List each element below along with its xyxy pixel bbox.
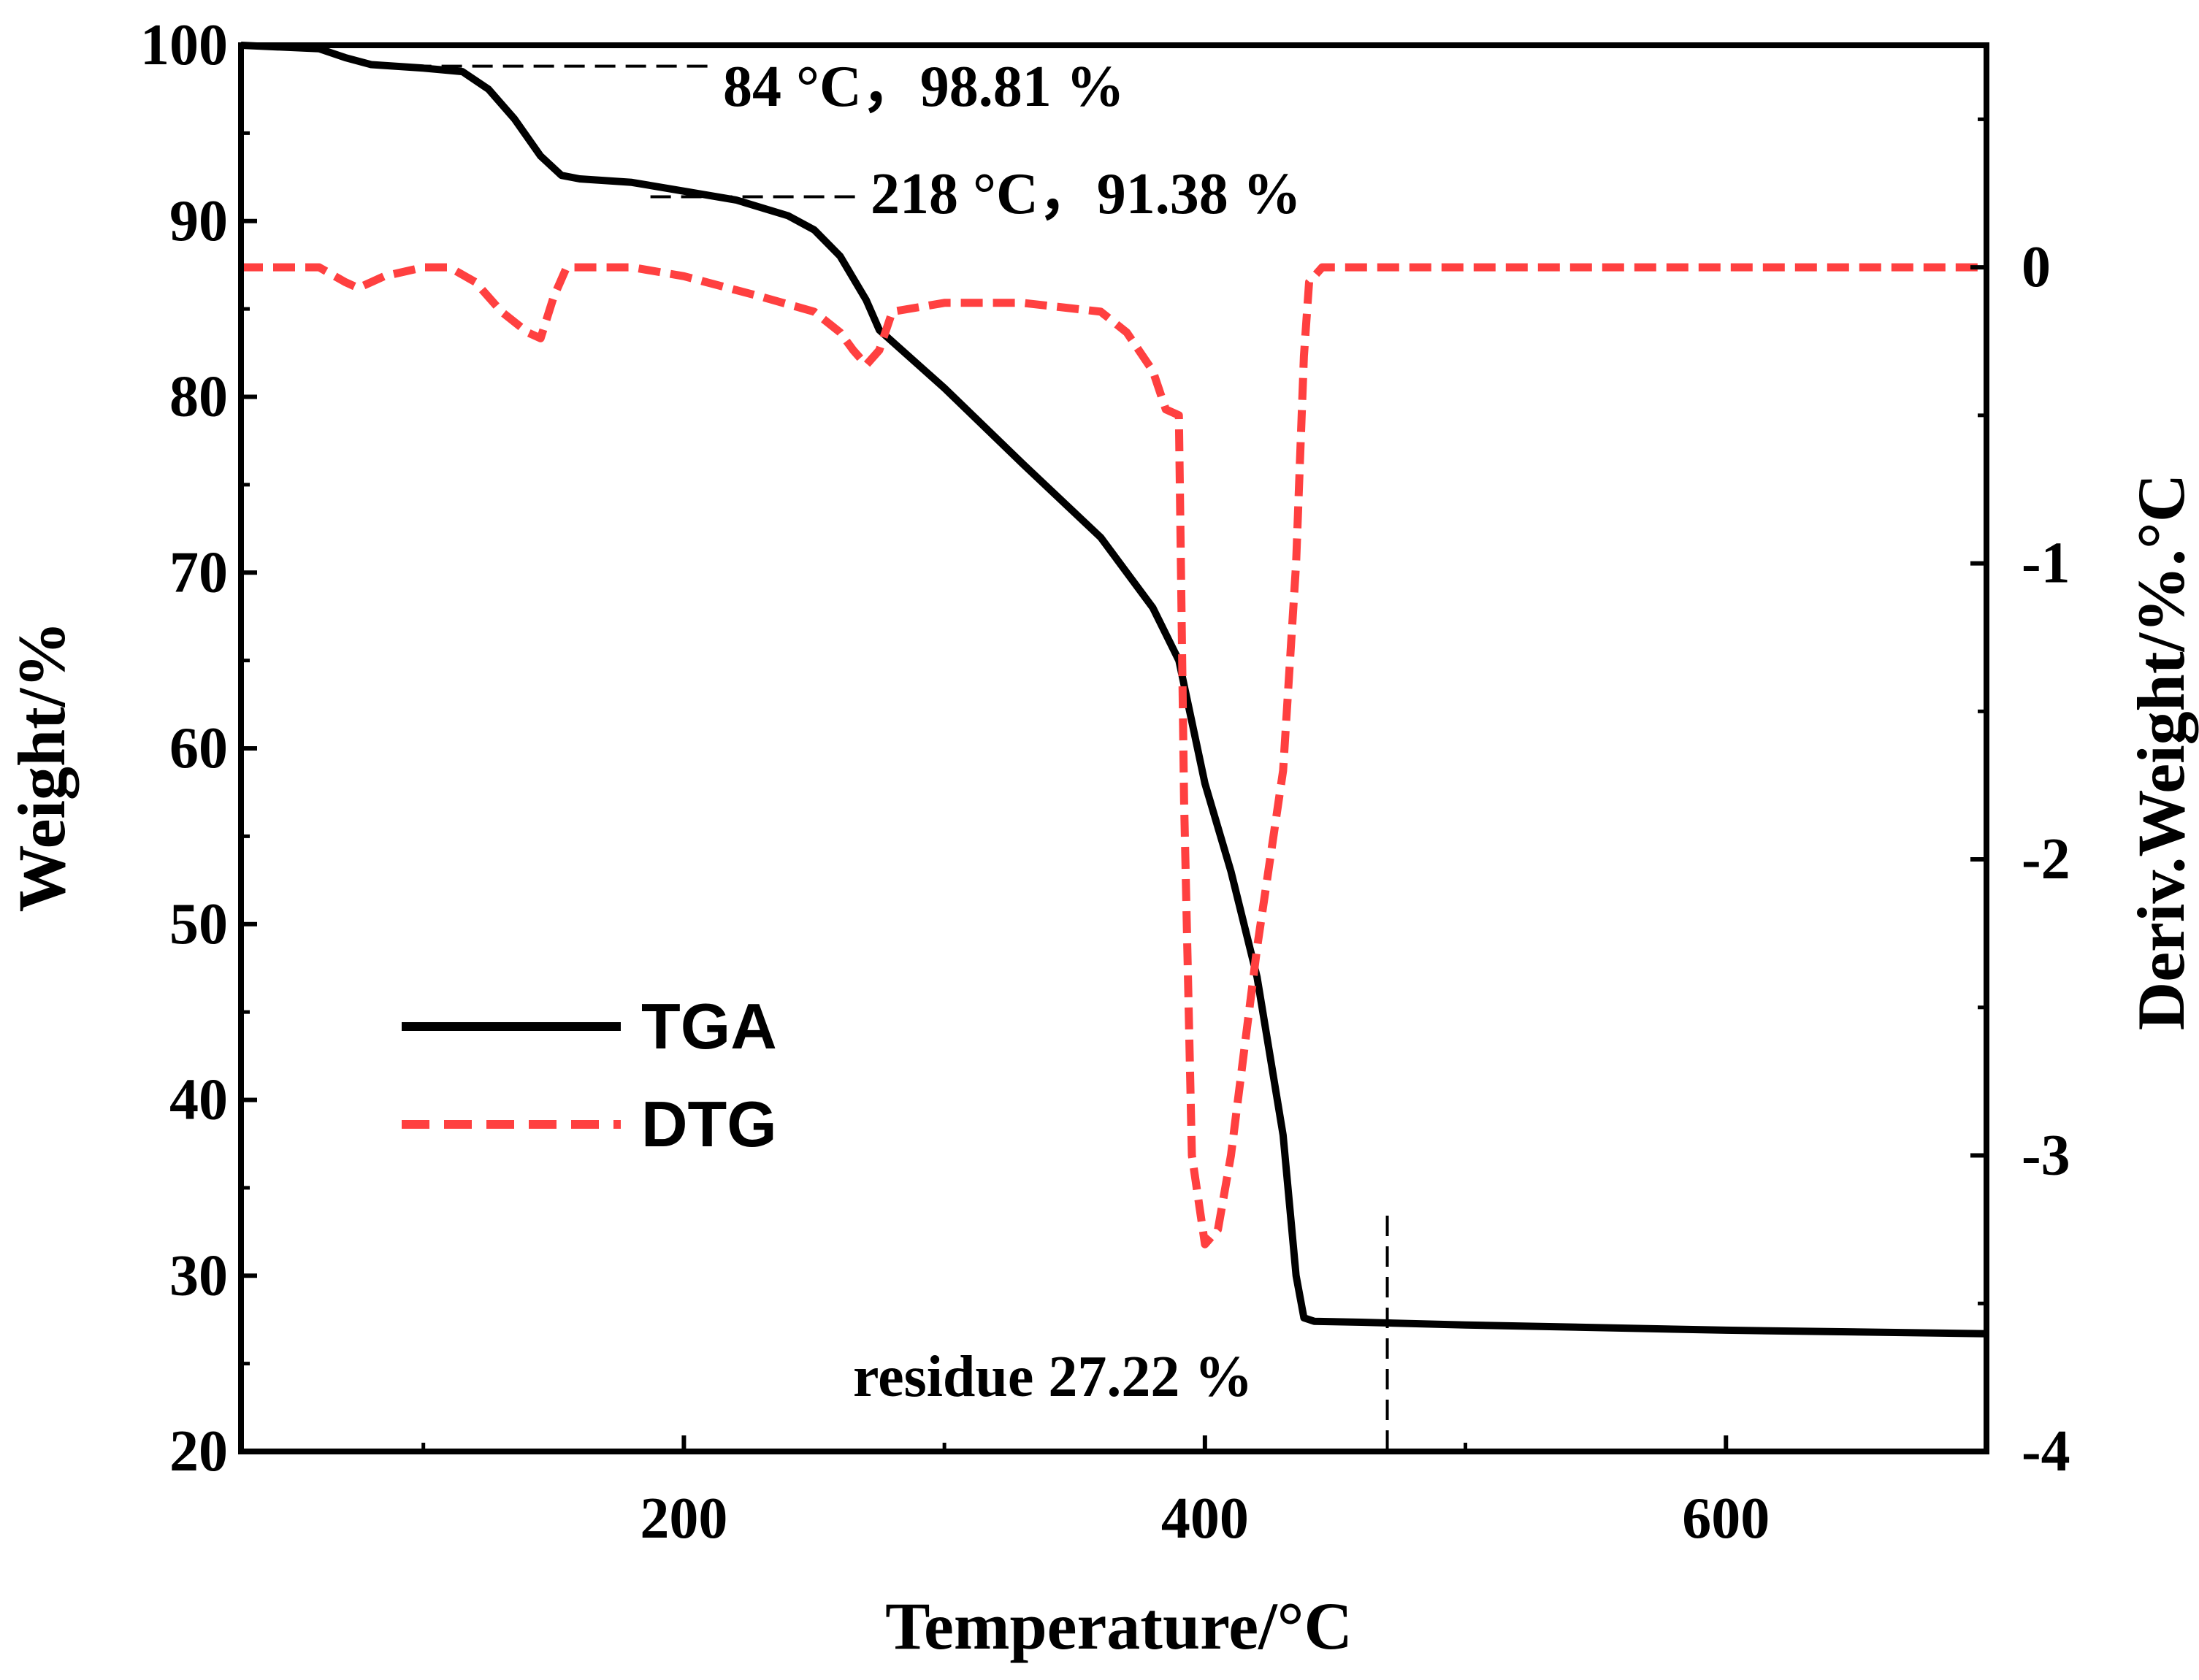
annotation-residue: residue 27.22 % <box>853 1345 1253 1409</box>
y-tick-label: 70 <box>169 540 228 605</box>
legend-label-tga: TGA <box>641 990 777 1062</box>
annotation-84c: 84 °C，98.81 % <box>723 55 1125 119</box>
y-tick-label: 80 <box>169 365 228 429</box>
series-line-dtg <box>241 263 1986 1249</box>
x-tick-label: 200 <box>640 1487 727 1551</box>
y2-tick-label: -3 <box>2022 1124 2070 1188</box>
y-tick-label: 60 <box>169 716 228 780</box>
y2-axis-title: Deriv.Weight/%.°C <box>2124 474 2198 1031</box>
y-tick-label: 20 <box>169 1419 228 1484</box>
y-tick-label: 50 <box>169 892 228 956</box>
series-line-tga <box>240 42 1987 1338</box>
x-axis-title: Temperature/°C <box>885 1589 1353 1663</box>
y-tick-label: 100 <box>140 13 228 77</box>
legend: TGA DTG <box>402 990 777 1160</box>
x-tick-label: 400 <box>1161 1487 1249 1551</box>
y2-tick-label: 0 <box>2022 235 2051 299</box>
y-tick-label: 30 <box>169 1243 228 1308</box>
plot-frame <box>238 42 1989 1454</box>
annotation-218c: 218 °C，91.38 % <box>871 162 1301 226</box>
legend-label-dtg: DTG <box>641 1088 777 1160</box>
y2-tick-label: -1 <box>2022 532 2070 596</box>
y-tick-label: 40 <box>169 1068 228 1132</box>
y2-tick-label: -2 <box>2022 827 2070 891</box>
axes: 20 30 40 50 60 70 80 90 100 -4 -3 -2 -1 0 200 400 600 <box>140 13 2070 1551</box>
y-axis-title: Weight/% <box>4 621 79 913</box>
y2-tick-label: -4 <box>2022 1419 2070 1484</box>
x-tick-label: 600 <box>1682 1487 1770 1551</box>
plot-area <box>240 42 1987 1451</box>
y-tick-label: 90 <box>169 189 228 253</box>
